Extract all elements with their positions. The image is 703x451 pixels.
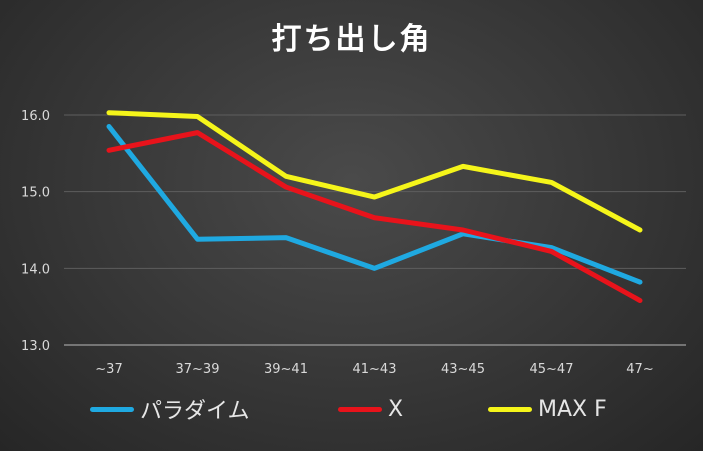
- legend-item-maxf: MAX F: [488, 394, 607, 424]
- series-line-1: [106, 130, 643, 304]
- legend-swatch-maxf: [488, 406, 532, 412]
- gridlines: [64, 114, 686, 346]
- legend-label-paradigm: パラダイム: [140, 399, 250, 424]
- legend-label-x: X: [388, 396, 404, 422]
- legend-item-x: X: [338, 394, 403, 424]
- series-line-0: [106, 124, 643, 285]
- x-tick-label: 43~45: [441, 362, 485, 377]
- x-tick-label: 47~: [626, 362, 653, 377]
- series-lines: [106, 110, 643, 304]
- x-tick-label: 41~43: [353, 362, 397, 377]
- x-tick-label: 39~41: [264, 362, 308, 377]
- legend-swatch-x: [338, 406, 382, 412]
- y-tick-label: 13.0: [21, 339, 50, 354]
- legend-label-maxf: MAX F: [538, 396, 607, 422]
- y-tick-label: 14.0: [21, 262, 50, 277]
- legend: パラダイム X MAX F: [0, 394, 703, 424]
- y-tick-label: 16.0: [21, 109, 50, 124]
- x-tick-label: ~37: [95, 362, 122, 377]
- legend-item-paradigm: パラダイム: [90, 394, 250, 424]
- series-line-2: [106, 110, 643, 233]
- legend-swatch-paradigm: [90, 406, 134, 412]
- x-tick-label: 45~47: [530, 362, 574, 377]
- y-axis-ticks: 13.0 14.0 15.0 16.0: [21, 109, 50, 354]
- y-tick-label: 15.0: [21, 186, 50, 201]
- x-tick-label: 37~39: [176, 362, 220, 377]
- chart-title: 打ち出し角: [271, 22, 432, 57]
- x-axis-ticks: ~37 37~39 39~41 41~43 43~45 45~47 47~: [95, 362, 653, 377]
